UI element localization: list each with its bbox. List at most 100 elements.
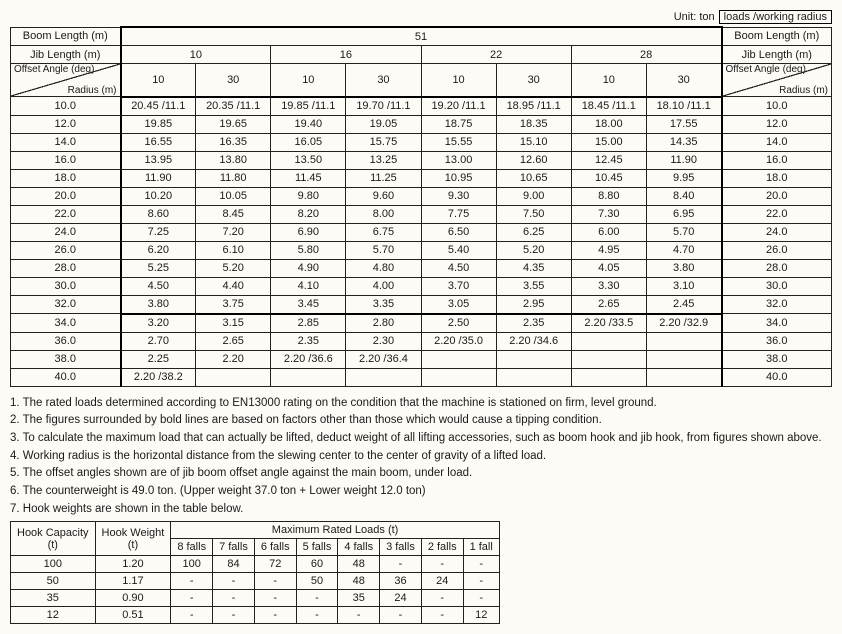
row-radius-left-14: 38.0 (11, 350, 121, 368)
cell-15-2 (271, 368, 346, 386)
notes: 1. The rated loads determined according … (10, 395, 832, 518)
cell-14-3: 2.20 /36.4 (346, 350, 421, 368)
hook-v-2-6: - (421, 590, 463, 607)
cell-14-1: 2.20 (196, 350, 271, 368)
cell-14-2: 2.20 /36.6 (271, 350, 346, 368)
cell-7-7: 5.70 (646, 223, 721, 241)
cell-4-3: 11.25 (346, 169, 421, 187)
cell-14-7 (646, 350, 721, 368)
cell-4-1: 11.80 (196, 169, 271, 187)
note-3: 4. Working radius is the horizontal dist… (10, 448, 832, 465)
cell-14-0: 2.25 (121, 350, 196, 368)
row-radius-left-10: 30.0 (11, 277, 121, 295)
cell-11-7: 2.45 (646, 295, 721, 314)
hook-fall-1: 7 falls (213, 539, 255, 556)
cell-9-7: 3.80 (646, 259, 721, 277)
cell-1-4: 18.75 (421, 115, 496, 133)
cell-5-0: 10.20 (121, 187, 196, 205)
hook-v-2-4: 35 (338, 590, 380, 607)
hdr-offset-1: 30 (196, 64, 271, 97)
row-radius-left-0: 10.0 (11, 97, 121, 116)
cell-13-3: 2.30 (346, 332, 421, 350)
cell-0-2: 19.85 /11.1 (271, 97, 346, 116)
row-radius-right-10: 30.0 (722, 277, 832, 295)
cell-6-1: 8.45 (196, 205, 271, 223)
row-radius-right-7: 24.0 (722, 223, 832, 241)
hooks-table: Hook Capacity(t)Hook Weight(t)Maximum Ra… (10, 521, 500, 624)
hdr-offset-0: 10 (121, 64, 196, 97)
cell-7-4: 6.50 (421, 223, 496, 241)
cell-8-4: 5.40 (421, 241, 496, 259)
hook-v-2-3: - (296, 590, 338, 607)
cell-15-3 (346, 368, 421, 386)
cell-2-6: 15.00 (571, 133, 646, 151)
hook-v-1-4: 48 (338, 573, 380, 590)
note-5: 6. The counterweight is 49.0 ton. (Upper… (10, 483, 832, 500)
hook-v-1-1: - (213, 573, 255, 590)
cell-10-2: 4.10 (271, 277, 346, 295)
unit-label: Unit: ton (674, 11, 715, 23)
hdr-boom-left: Boom Length (m) (11, 27, 121, 46)
cell-7-6: 6.00 (571, 223, 646, 241)
row-radius-right-0: 10.0 (722, 97, 832, 116)
cell-13-1: 2.65 (196, 332, 271, 350)
cell-2-0: 16.55 (121, 133, 196, 151)
cell-13-6 (571, 332, 646, 350)
cell-2-3: 15.75 (346, 133, 421, 151)
hook-cap-0: 100 (11, 556, 96, 573)
cell-5-3: 9.60 (346, 187, 421, 205)
hook-v-3-3: - (296, 607, 338, 624)
hook-fall-7: 1 fall (463, 539, 499, 556)
cell-10-0: 4.50 (121, 277, 196, 295)
cell-0-6: 18.45 /11.1 (571, 97, 646, 116)
row-radius-right-5: 20.0 (722, 187, 832, 205)
hdr-boom-right: Boom Length (m) (722, 27, 832, 46)
row-radius-left-2: 14.0 (11, 133, 121, 151)
hook-v-3-2: - (254, 607, 296, 624)
hook-v-0-0: 100 (171, 556, 213, 573)
cell-1-2: 19.40 (271, 115, 346, 133)
cell-3-2: 13.50 (271, 151, 346, 169)
cell-6-4: 7.75 (421, 205, 496, 223)
cell-9-0: 5.25 (121, 259, 196, 277)
row-radius-left-4: 18.0 (11, 169, 121, 187)
cell-5-4: 9.30 (421, 187, 496, 205)
hook-wt-0: 1.20 (95, 556, 171, 573)
note-0: 1. The rated loads determined according … (10, 395, 832, 412)
cell-7-5: 6.25 (496, 223, 571, 241)
cell-0-4: 19.20 /11.1 (421, 97, 496, 116)
cell-5-5: 9.00 (496, 187, 571, 205)
hook-v-0-2: 72 (254, 556, 296, 573)
cell-10-5: 3.55 (496, 277, 571, 295)
row-radius-left-8: 26.0 (11, 241, 121, 259)
hook-v-2-5: 24 (380, 590, 422, 607)
hook-wt-3: 0.51 (95, 607, 171, 624)
hook-v-3-6: - (421, 607, 463, 624)
note-2: 3. To calculate the maximum load that ca… (10, 430, 832, 447)
hook-fall-0: 8 falls (171, 539, 213, 556)
row-radius-right-9: 28.0 (722, 259, 832, 277)
hdr-offset-4: 10 (421, 64, 496, 97)
hook-fall-4: 4 falls (338, 539, 380, 556)
cell-4-4: 10.95 (421, 169, 496, 187)
cell-9-1: 5.20 (196, 259, 271, 277)
cell-15-4 (421, 368, 496, 386)
cell-1-6: 18.00 (571, 115, 646, 133)
hook-v-0-3: 60 (296, 556, 338, 573)
hdr-jib-right: Jib Length (m) (722, 46, 832, 64)
cell-6-3: 8.00 (346, 205, 421, 223)
cell-8-0: 6.20 (121, 241, 196, 259)
cell-12-3: 2.80 (346, 314, 421, 333)
hdr-jib-0: 10 (121, 46, 271, 64)
cell-7-1: 7.20 (196, 223, 271, 241)
hook-wt-1: 1.17 (95, 573, 171, 590)
cell-9-5: 4.35 (496, 259, 571, 277)
hdr-offset-5: 30 (496, 64, 571, 97)
unit-box: loads /working radius (719, 10, 832, 24)
row-radius-right-13: 36.0 (722, 332, 832, 350)
hook-v-3-4: - (338, 607, 380, 624)
hook-v-1-5: 36 (380, 573, 422, 590)
note-1: 2. The figures surrounded by bold lines … (10, 412, 832, 429)
hook-cap-3: 12 (11, 607, 96, 624)
cell-9-2: 4.90 (271, 259, 346, 277)
